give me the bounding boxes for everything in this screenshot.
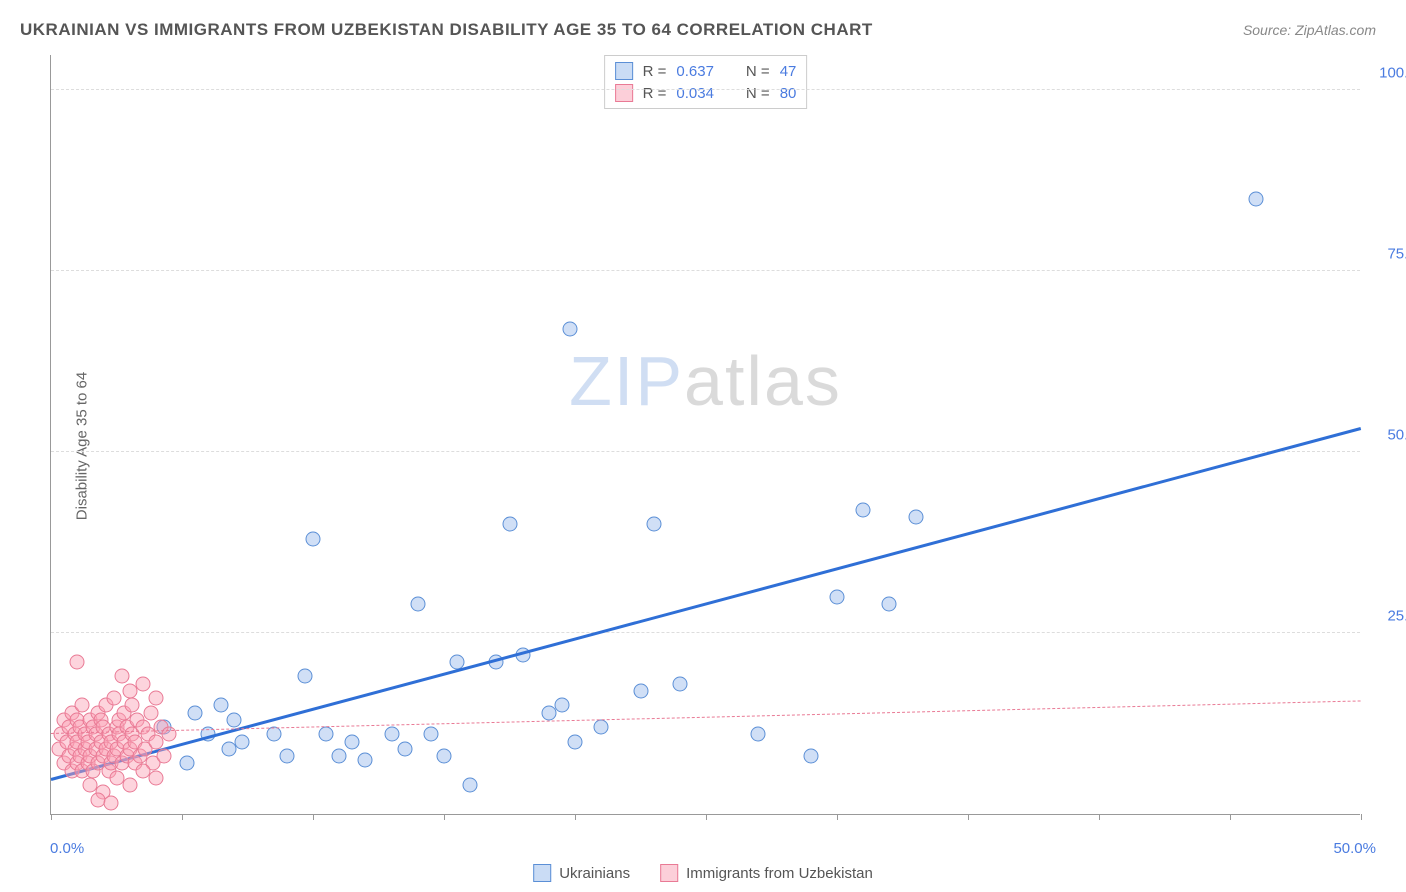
x-tick — [182, 814, 183, 820]
data-point — [562, 322, 577, 337]
x-tick — [968, 814, 969, 820]
data-point — [332, 749, 347, 764]
legend-r-label: R = — [643, 63, 667, 80]
legend-label: Ukrainians — [559, 865, 630, 882]
data-point — [502, 517, 517, 532]
x-tick — [1230, 814, 1231, 820]
legend-r-value: 0.034 — [676, 85, 714, 102]
x-tick-label: 0.0% — [50, 840, 84, 857]
data-point — [279, 749, 294, 764]
legend-swatch — [533, 864, 551, 882]
series-legend: Ukrainians Immigrants from Uzbekistan — [533, 864, 873, 882]
data-point — [1249, 191, 1264, 206]
data-point — [856, 503, 871, 518]
scatter-plot-area: ZIPatlas R =0.637N =47R =0.034N =80 25.0… — [50, 55, 1360, 815]
data-point — [319, 727, 334, 742]
x-tick — [706, 814, 707, 820]
legend-n-label: N = — [746, 63, 770, 80]
data-point — [148, 770, 163, 785]
y-tick-label: 25.0% — [1370, 608, 1406, 625]
data-point — [125, 698, 140, 713]
watermark: ZIPatlas — [569, 341, 842, 421]
data-point — [410, 597, 425, 612]
gridline — [51, 89, 1360, 90]
legend-row: R = 0.034 N = 80 — [615, 82, 797, 104]
watermark-zip: ZIP — [569, 342, 684, 420]
data-point — [594, 720, 609, 735]
data-point — [803, 749, 818, 764]
gridline — [51, 451, 1360, 452]
data-point — [646, 517, 661, 532]
data-point — [114, 669, 129, 684]
source-attribution: Source: ZipAtlas.com — [1243, 22, 1376, 38]
x-tick — [444, 814, 445, 820]
data-point — [397, 741, 412, 756]
data-point — [751, 727, 766, 742]
gridline — [51, 270, 1360, 271]
data-point — [135, 676, 150, 691]
data-point — [156, 749, 171, 764]
data-point — [70, 655, 85, 670]
data-point — [306, 531, 321, 546]
data-point — [345, 734, 360, 749]
data-point — [214, 698, 229, 713]
legend-swatch — [615, 84, 633, 102]
legend-row: R = 0.637 N = 47 — [615, 60, 797, 82]
data-point — [148, 691, 163, 706]
legend-swatch — [660, 864, 678, 882]
data-point — [227, 712, 242, 727]
legend-r-value: 0.637 — [676, 63, 714, 80]
data-point — [358, 752, 373, 767]
legend-n-value: 47 — [780, 63, 797, 80]
x-tick — [1099, 814, 1100, 820]
gridline — [51, 632, 1360, 633]
y-tick-label: 100.0% — [1370, 65, 1406, 82]
data-point — [298, 669, 313, 684]
legend-n-value: 80 — [780, 85, 797, 102]
data-point — [122, 778, 137, 793]
data-point — [75, 698, 90, 713]
data-point — [908, 510, 923, 525]
data-point — [633, 683, 648, 698]
data-point — [830, 589, 845, 604]
data-point — [180, 756, 195, 771]
data-point — [384, 727, 399, 742]
data-point — [188, 705, 203, 720]
x-tick — [313, 814, 314, 820]
data-point — [143, 705, 158, 720]
legend-label: Immigrants from Uzbekistan — [686, 865, 873, 882]
data-point — [235, 734, 250, 749]
data-point — [106, 691, 121, 706]
data-point — [423, 727, 438, 742]
x-tick-label: 50.0% — [1333, 840, 1376, 857]
data-point — [104, 796, 119, 811]
legend-n-label: N = — [746, 85, 770, 102]
y-tick-label: 50.0% — [1370, 427, 1406, 444]
legend-swatch — [615, 62, 633, 80]
chart-title: UKRAINIAN VS IMMIGRANTS FROM UZBEKISTAN … — [20, 20, 873, 40]
trend-line — [51, 701, 1361, 735]
data-point — [672, 676, 687, 691]
data-point — [568, 734, 583, 749]
data-point — [266, 727, 281, 742]
legend-r-label: R = — [643, 85, 667, 102]
legend-item: Immigrants from Uzbekistan — [660, 864, 873, 882]
data-point — [463, 778, 478, 793]
legend-item: Ukrainians — [533, 864, 630, 882]
x-tick — [1361, 814, 1362, 820]
data-point — [882, 597, 897, 612]
watermark-atlas: atlas — [684, 342, 842, 420]
x-tick — [51, 814, 52, 820]
correlation-legend: R = 0.637 N = 47 R = 0.034 N = 80 — [604, 55, 808, 109]
x-tick — [575, 814, 576, 820]
x-tick — [837, 814, 838, 820]
y-tick-label: 75.0% — [1370, 246, 1406, 263]
data-point — [437, 749, 452, 764]
data-point — [554, 698, 569, 713]
